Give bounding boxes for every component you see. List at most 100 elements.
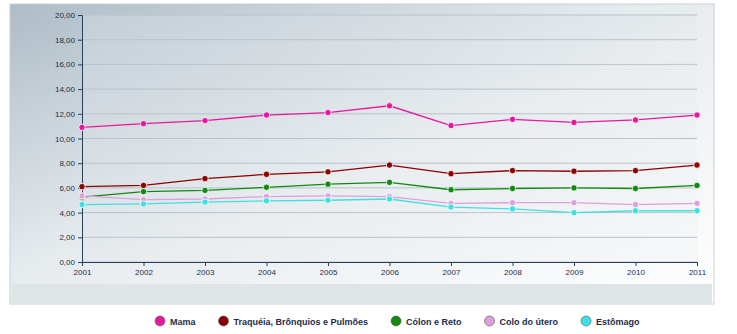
y-tick: 18,00	[55, 36, 82, 45]
y-tick: 16,00	[55, 60, 82, 69]
grid-line	[82, 64, 697, 65]
grid-line	[82, 237, 697, 238]
series-point[interactable]	[140, 188, 146, 194]
series-point[interactable]	[509, 167, 515, 173]
series-point[interactable]	[694, 182, 700, 188]
legend-item[interactable]: Mama	[155, 316, 197, 327]
y-axis: 0,002,004,006,008,0010,0012,0014,0016,00…	[55, 11, 83, 267]
series-point[interactable]	[509, 185, 515, 191]
series-point[interactable]	[386, 103, 392, 109]
legend-item[interactable]: Estômago	[581, 316, 640, 327]
x-tick-mark	[390, 262, 391, 266]
series-point[interactable]	[386, 179, 392, 185]
legend-item[interactable]: Cólon e Reto	[391, 316, 462, 327]
x-tick-mark	[144, 262, 145, 266]
y-axis-line	[78, 16, 83, 263]
legend-label: Estômago	[596, 317, 640, 327]
series-point[interactable]	[202, 187, 208, 193]
x-tick-label: 2006	[381, 268, 399, 277]
y-tick: 2,00	[59, 233, 82, 242]
y-tick: 14,00	[55, 85, 82, 94]
y-tick-label: 8,00	[59, 159, 75, 168]
grid-line	[82, 138, 697, 139]
series-point[interactable]	[448, 170, 454, 176]
series-point[interactable]	[140, 201, 146, 207]
series-point[interactable]	[571, 209, 577, 215]
series-point[interactable]	[694, 200, 700, 206]
series-point[interactable]	[632, 117, 638, 123]
grid	[82, 15, 697, 262]
series-point[interactable]	[571, 200, 577, 206]
series-point[interactable]	[448, 204, 454, 210]
series-point[interactable]	[694, 208, 700, 214]
y-tick-label: 12,00	[55, 110, 76, 119]
series-point[interactable]	[509, 206, 515, 212]
x-tick: 2008	[504, 262, 522, 277]
series-point[interactable]	[386, 196, 392, 202]
series	[79, 196, 700, 216]
series-point[interactable]	[140, 120, 146, 126]
series-point[interactable]	[448, 122, 454, 128]
series-point[interactable]	[571, 168, 577, 174]
background-panel	[10, 4, 714, 304]
x-tick-mark	[697, 262, 698, 266]
y-tick-label: 20,00	[55, 11, 76, 20]
plot-area	[82, 15, 697, 262]
x-tick-mark	[267, 262, 268, 266]
x-tick-mark	[636, 262, 637, 266]
series-point[interactable]	[140, 182, 146, 188]
series-point[interactable]	[202, 117, 208, 123]
chart: 0,002,004,006,008,0010,0012,0014,0016,00…	[0, 0, 737, 334]
x-tick: 2003	[197, 262, 215, 277]
series-point[interactable]	[263, 198, 269, 204]
y-tick: 8,00	[59, 159, 82, 168]
series	[79, 103, 700, 131]
plot-marks	[79, 103, 700, 216]
series-point[interactable]	[325, 109, 331, 115]
series-point[interactable]	[448, 187, 454, 193]
legend-item[interactable]: Traquéia, Brônquios e Pulmões	[219, 316, 369, 327]
y-tick-label: 2,00	[59, 233, 75, 242]
series-point[interactable]	[263, 171, 269, 177]
y-tick-label: 0,00	[59, 258, 75, 267]
x-tick-label: 2007	[443, 268, 461, 277]
series-point[interactable]	[632, 201, 638, 207]
series-point[interactable]	[694, 162, 700, 168]
series-point[interactable]	[509, 200, 515, 206]
x-tick: 2005	[320, 262, 338, 277]
x-tick-label: 2008	[504, 268, 522, 277]
series-point[interactable]	[263, 112, 269, 118]
series-point[interactable]	[571, 185, 577, 191]
y-tick: 10,00	[55, 135, 82, 144]
x-tick-label: 2004	[258, 268, 276, 277]
x-tick-mark	[451, 262, 452, 266]
x-tick-label: 2011	[689, 268, 707, 277]
series-point[interactable]	[79, 183, 85, 189]
series-point[interactable]	[325, 197, 331, 203]
series-point[interactable]	[325, 169, 331, 175]
series	[79, 193, 700, 208]
series-point[interactable]	[202, 199, 208, 205]
x-axis: 2001200220032004200520062007200820092010…	[74, 262, 707, 277]
series-point[interactable]	[79, 193, 85, 199]
legend-label: Traquéia, Brônquios e Pulmões	[234, 317, 369, 327]
legend-item[interactable]: Colo do útero	[485, 316, 559, 327]
y-tick-label: 4,00	[59, 209, 75, 218]
y-tick-mark	[78, 213, 82, 214]
series-point[interactable]	[509, 116, 515, 122]
y-tick: 12,00	[55, 110, 82, 119]
series-point[interactable]	[79, 201, 85, 207]
series-point[interactable]	[263, 184, 269, 190]
y-tick-mark	[78, 64, 82, 65]
series-point[interactable]	[632, 167, 638, 173]
series-point[interactable]	[694, 112, 700, 118]
legend-marker	[581, 316, 591, 326]
series-point[interactable]	[632, 208, 638, 214]
series-point[interactable]	[386, 162, 392, 168]
series-point[interactable]	[325, 181, 331, 187]
series-point[interactable]	[571, 119, 577, 125]
series-point[interactable]	[632, 185, 638, 191]
series-point[interactable]	[202, 175, 208, 181]
series-point[interactable]	[79, 124, 85, 130]
y-tick: 4,00	[59, 209, 82, 218]
